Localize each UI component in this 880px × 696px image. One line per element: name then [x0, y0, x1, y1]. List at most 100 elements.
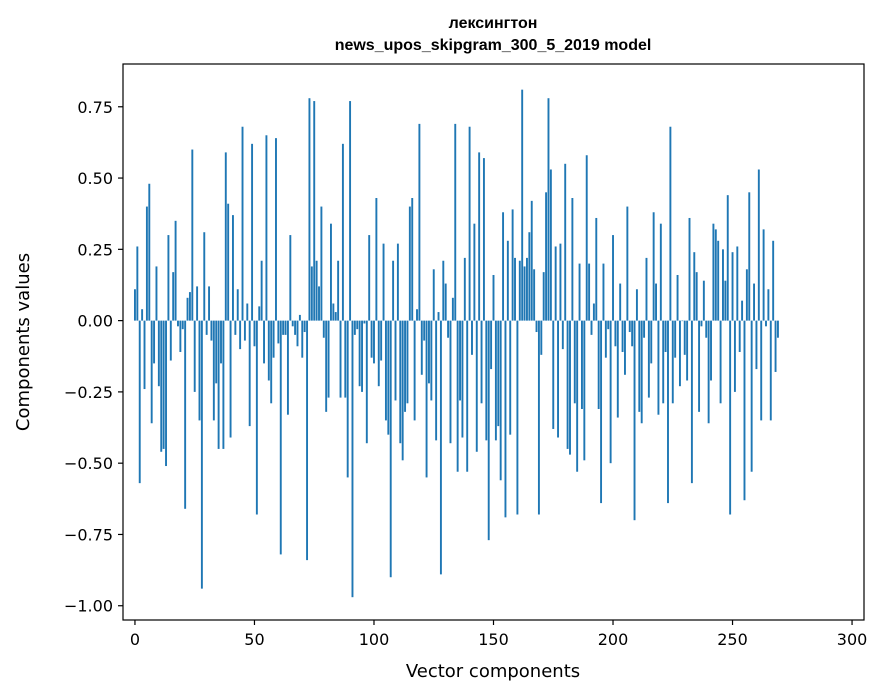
- bar-96: [363, 320, 366, 324]
- bar-94: [358, 320, 361, 387]
- bar-197: [604, 320, 607, 358]
- bar-123: [428, 320, 430, 384]
- bar-114: [406, 320, 409, 404]
- bar-224: [669, 126, 672, 321]
- bar-3: [141, 309, 144, 321]
- bar-225: [671, 320, 674, 404]
- bar-122: [425, 320, 428, 478]
- bar-39: [227, 203, 230, 321]
- bar-131: [447, 320, 450, 338]
- bar-127: [437, 312, 440, 321]
- bar-249: [729, 320, 732, 515]
- bar-185: [576, 320, 579, 472]
- bar-37: [222, 320, 225, 449]
- x-tick-label: 200: [598, 630, 629, 649]
- bar-170: [540, 320, 543, 355]
- bar-173: [547, 98, 550, 321]
- bar-95: [361, 320, 363, 392]
- bar-152: [497, 320, 500, 427]
- bar-106: [387, 320, 390, 435]
- bar-1: [136, 246, 139, 321]
- bar-115: [408, 206, 411, 321]
- bar-59: [275, 138, 277, 321]
- bar-166: [530, 200, 533, 321]
- bar-63: [284, 320, 287, 335]
- bar-261: [757, 169, 760, 321]
- bar-54: [263, 320, 265, 364]
- bar-65: [289, 235, 292, 321]
- bar-102: [377, 320, 380, 387]
- bar-175: [552, 320, 555, 429]
- y-tick-label: −1.00: [64, 597, 113, 616]
- bar-192: [592, 303, 595, 321]
- bar-26: [196, 286, 199, 321]
- bar-series: [133, 89, 779, 598]
- bar-10: [157, 320, 160, 387]
- bar-68: [296, 320, 299, 347]
- bar-82: [330, 223, 332, 321]
- bar-71: [303, 320, 306, 333]
- x-tick-label: 50: [244, 630, 264, 649]
- bar-162: [521, 89, 524, 321]
- bar-93: [356, 320, 359, 330]
- bar-31: [208, 286, 211, 321]
- bar-83: [332, 303, 335, 321]
- bar-145: [480, 320, 483, 404]
- bar-107: [389, 320, 392, 578]
- bar-237: [700, 320, 703, 327]
- bar-129: [442, 260, 445, 321]
- bar-15: [169, 320, 172, 361]
- bar-214: [645, 257, 648, 321]
- bar-52: [258, 306, 261, 321]
- bar-51: [255, 320, 258, 515]
- bar-110: [396, 243, 399, 321]
- bar-205: [624, 320, 626, 375]
- bar-201: [614, 320, 617, 347]
- bar-148: [487, 320, 490, 541]
- bar-245: [719, 320, 722, 404]
- y-axis-ticks: −1.00 −0.75 −0.50 −0.25 0.00 0.25 0.50 0.75: [64, 98, 123, 616]
- bar-105: [384, 320, 387, 421]
- bar-116: [411, 198, 414, 321]
- bar-216: [650, 320, 653, 364]
- bar-67: [294, 320, 297, 335]
- bar-260: [755, 320, 758, 370]
- bar-24: [191, 149, 194, 321]
- bar-7: [150, 320, 153, 424]
- bar-86: [339, 320, 342, 398]
- bar-120: [420, 320, 423, 375]
- bar-72: [306, 320, 309, 561]
- bar-172: [545, 192, 548, 321]
- bar-80: [325, 320, 328, 412]
- bar-138: [463, 257, 466, 321]
- bar-181: [566, 320, 569, 449]
- bar-132: [449, 320, 452, 444]
- bar-157: [509, 320, 512, 435]
- bar-30: [205, 320, 208, 335]
- bar-187: [580, 320, 583, 410]
- bar-33: [212, 320, 215, 421]
- x-tick-label: 300: [837, 630, 868, 649]
- bar-22: [186, 297, 189, 321]
- bar-161: [518, 260, 521, 321]
- bar-147: [485, 320, 488, 441]
- chart-subtitle: news_upos_skipgram_300_5_2019 model: [335, 37, 652, 54]
- bar-0: [133, 289, 136, 321]
- bar-91: [351, 320, 354, 598]
- bar-69: [298, 314, 301, 321]
- bar-154: [502, 212, 505, 321]
- bar-61: [279, 320, 282, 555]
- bar-244: [717, 240, 720, 321]
- bar-177: [557, 320, 559, 438]
- bar-258: [750, 320, 753, 472]
- bar-182: [569, 320, 571, 455]
- y-tick-label: 0.50: [77, 169, 113, 188]
- bar-12: [162, 320, 165, 449]
- bar-142: [473, 223, 476, 321]
- bar-184: [573, 320, 576, 404]
- bar-211: [638, 320, 641, 412]
- bar-233: [690, 320, 693, 484]
- bar-55: [265, 135, 268, 321]
- y-axis-label: Components values: [13, 253, 34, 431]
